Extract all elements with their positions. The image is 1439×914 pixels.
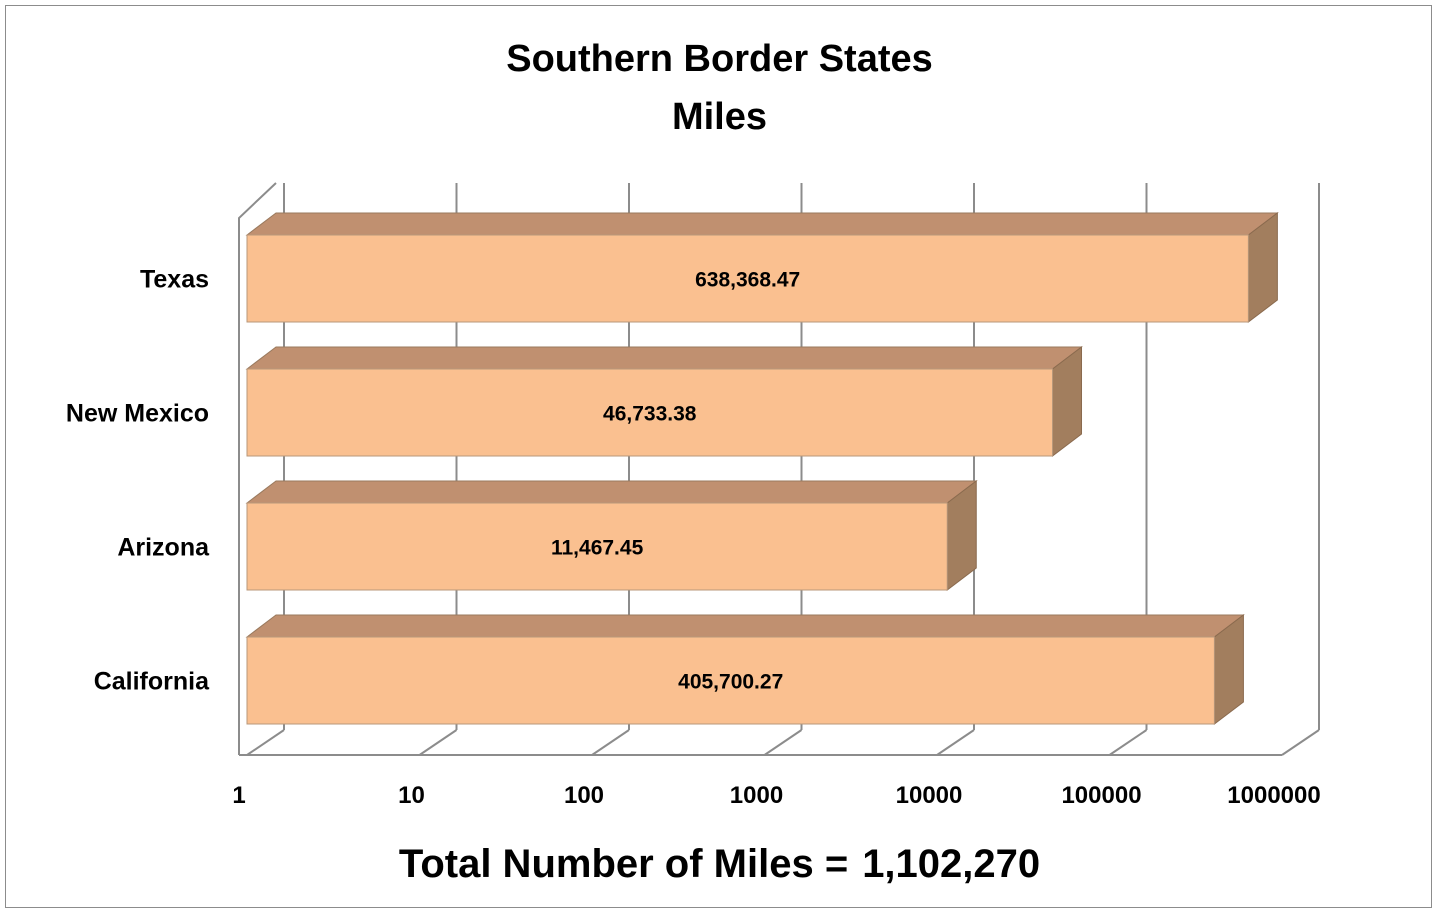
chart-title: Southern Border States Miles bbox=[0, 30, 1439, 146]
x-tick-label-6: 1000000 bbox=[1227, 782, 1320, 809]
floor-grid-6 bbox=[1281, 729, 1320, 756]
floor-grid-5 bbox=[1108, 729, 1148, 756]
bar-top-arizona bbox=[245, 480, 978, 504]
floor-grid-0 bbox=[246, 729, 285, 756]
bar-california bbox=[246, 636, 1215, 725]
category-label-arizona: Arizona bbox=[117, 534, 210, 562]
floor-grid-2 bbox=[591, 729, 630, 756]
bar-value-label-arizona: 11,467.45 bbox=[551, 537, 644, 560]
bar-new-mexico bbox=[246, 368, 1054, 457]
category-label-texas: Texas bbox=[140, 266, 209, 294]
category-label-new-mexico: New Mexico bbox=[66, 400, 209, 428]
bar-value-label-texas: 638,368.47 bbox=[695, 269, 800, 292]
x-tick-label-2: 100 bbox=[564, 782, 604, 809]
total-miles-line: Total Number of Miles = 1,102,270 bbox=[0, 838, 1439, 890]
x-tick-label-1: 10 bbox=[398, 782, 425, 809]
x-tick-label-0: 1 bbox=[232, 782, 245, 809]
left-wall bbox=[238, 182, 277, 755]
category-label-california: California bbox=[94, 668, 210, 696]
bar-arizona bbox=[246, 502, 948, 591]
total-miles-label: Total Number of Miles = bbox=[398, 842, 849, 886]
bar-value-label-california: 405,700.27 bbox=[678, 671, 783, 694]
x-tick-label-5: 100000 bbox=[1061, 782, 1141, 809]
floor-grid-1 bbox=[418, 729, 458, 756]
chart-title-line-2: Miles bbox=[671, 96, 768, 138]
chart-title-line-1: Southern Border States bbox=[506, 38, 933, 80]
x-tick-label-3: 1000 bbox=[730, 782, 783, 809]
total-miles-value: 1,102,270 bbox=[862, 842, 1041, 886]
floor-grid-4 bbox=[936, 729, 975, 756]
bar-value-label-new-mexico: 46,733.38 bbox=[603, 403, 697, 426]
bar-top-california bbox=[245, 614, 1245, 638]
floor-grid-3 bbox=[763, 729, 803, 756]
bar-top-new-mexico bbox=[245, 346, 1083, 370]
bar-top-texas bbox=[245, 212, 1279, 236]
bar-texas bbox=[246, 234, 1249, 323]
x-tick-label-4: 10000 bbox=[896, 782, 963, 809]
